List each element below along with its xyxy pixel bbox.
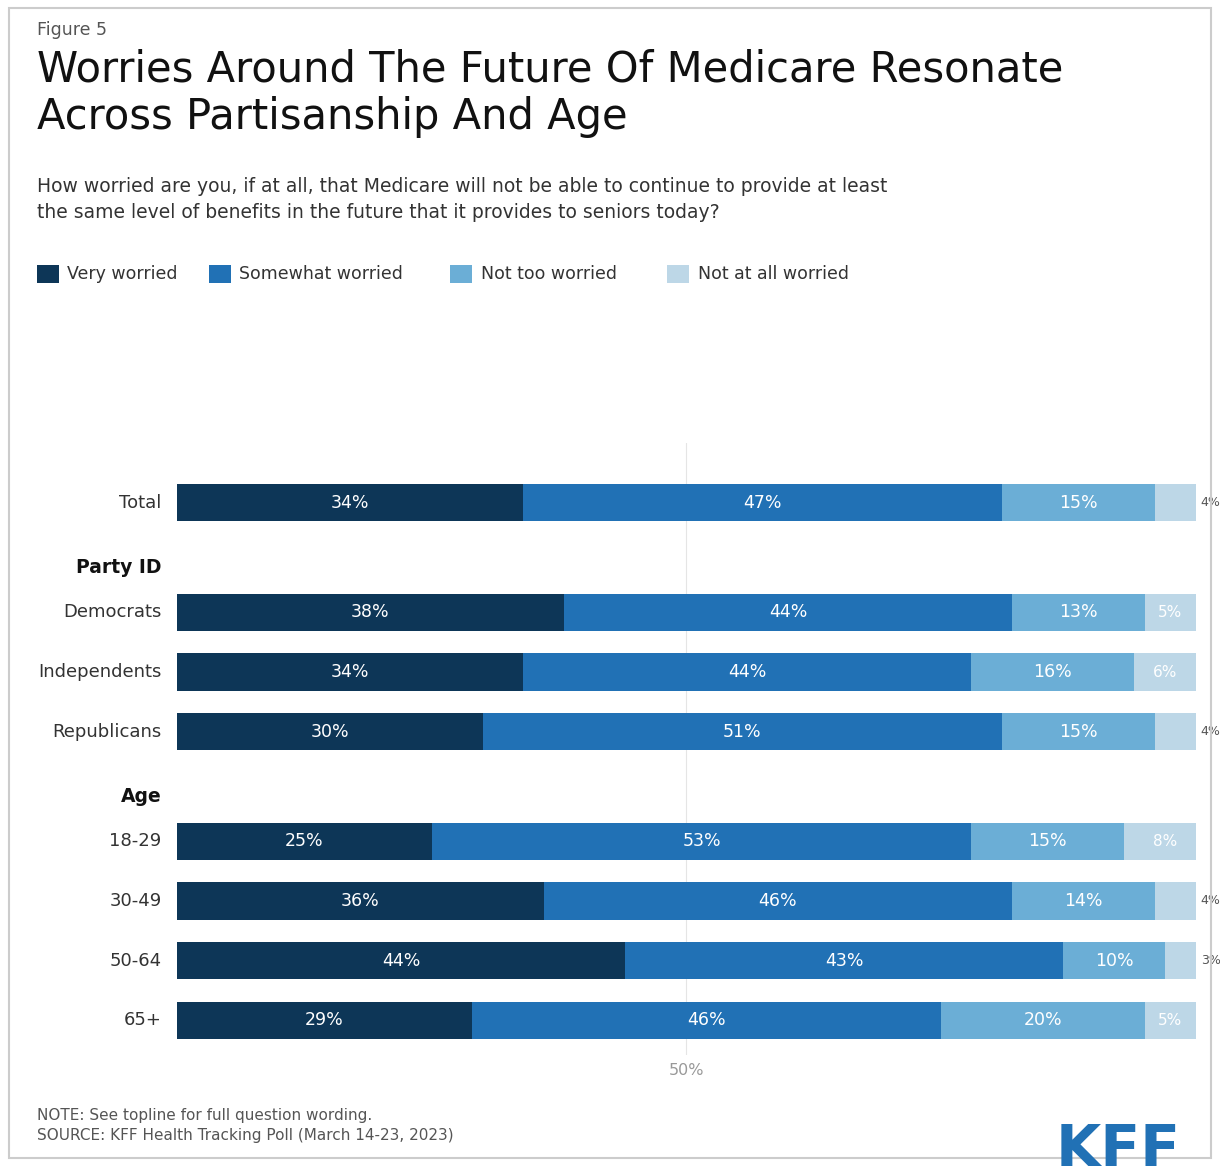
Text: 6%: 6% [1153,665,1177,680]
Bar [177,1002,472,1039]
Text: 34%: 34% [331,663,370,681]
Text: 44%: 44% [382,951,420,970]
Text: Somewhat worried: Somewhat worried [239,265,403,283]
Text: 8%: 8% [1153,834,1177,849]
Text: Total: Total [120,494,161,512]
Text: 15%: 15% [1059,494,1098,512]
Text: NOTE: See topline for full question wording.: NOTE: See topline for full question word… [37,1108,372,1123]
Bar [1144,1002,1196,1039]
Text: Not too worried: Not too worried [481,265,616,283]
Bar [1135,653,1196,690]
Bar [564,593,1013,631]
Text: KFF: KFF [1057,1122,1181,1166]
Text: 65+: 65+ [123,1011,161,1030]
Text: 50-64: 50-64 [110,951,161,970]
Bar [177,883,544,920]
Bar [971,653,1135,690]
Text: 38%: 38% [351,603,389,621]
Text: 44%: 44% [728,663,766,681]
Text: Republicans: Republicans [52,723,161,740]
Bar [1002,714,1155,751]
Text: Not at all worried: Not at all worried [698,265,849,283]
Text: 50%: 50% [669,1062,704,1077]
Text: 44%: 44% [769,603,808,621]
Bar [177,822,432,859]
Bar [177,942,625,979]
Text: 13%: 13% [1059,603,1098,621]
Text: 25%: 25% [285,833,323,850]
Text: 30%: 30% [310,723,349,740]
Text: 29%: 29% [305,1011,344,1030]
Text: 47%: 47% [743,494,782,512]
Text: 46%: 46% [687,1011,726,1030]
Bar [1063,942,1165,979]
Text: Party ID: Party ID [76,559,161,577]
Text: 36%: 36% [340,892,379,909]
Bar [177,653,523,690]
Bar [625,942,1063,979]
Bar [971,822,1125,859]
Text: 53%: 53% [682,833,721,850]
Text: Age: Age [121,787,161,806]
Text: 51%: 51% [723,723,761,740]
Text: How worried are you, if at all, that Medicare will not be able to continue to pr: How worried are you, if at all, that Med… [37,177,887,222]
Text: 4%: 4% [1200,497,1220,510]
Text: 4%: 4% [1200,725,1220,738]
Bar [177,714,482,751]
Bar [523,653,971,690]
Bar [482,714,1002,751]
Text: SOURCE: KFF Health Tracking Poll (March 14-23, 2023): SOURCE: KFF Health Tracking Poll (March … [37,1128,453,1143]
Text: 15%: 15% [1059,723,1098,740]
Text: Very worried: Very worried [67,265,178,283]
Bar [177,593,564,631]
Text: Democrats: Democrats [63,603,161,621]
Text: 10%: 10% [1094,951,1133,970]
Bar [523,484,1002,521]
Bar [1155,484,1196,521]
Text: 20%: 20% [1024,1011,1063,1030]
Text: 4%: 4% [1200,894,1220,907]
Text: 34%: 34% [331,494,370,512]
Text: 30-49: 30-49 [110,892,161,909]
Text: 15%: 15% [1028,833,1068,850]
Bar [544,883,1013,920]
Bar [472,1002,941,1039]
Text: 3%: 3% [1200,954,1220,967]
Text: 43%: 43% [825,951,864,970]
Bar [1155,714,1196,751]
Bar [1144,593,1196,631]
Text: 46%: 46% [759,892,797,909]
Text: 14%: 14% [1064,892,1103,909]
Bar [1013,593,1144,631]
Bar [1165,942,1196,979]
Text: 16%: 16% [1033,663,1072,681]
Bar [1155,883,1196,920]
Text: Worries Around The Future Of Medicare Resonate
Across Partisanship And Age: Worries Around The Future Of Medicare Re… [37,49,1063,138]
Text: 5%: 5% [1158,605,1182,620]
Bar [177,484,523,521]
Text: Figure 5: Figure 5 [37,21,106,38]
Bar [1002,484,1155,521]
Bar [941,1002,1144,1039]
Bar [1125,822,1205,859]
Text: 18-29: 18-29 [110,833,161,850]
Text: 5%: 5% [1158,1013,1182,1028]
Text: Independents: Independents [38,663,161,681]
Bar [432,822,971,859]
Bar [1013,883,1155,920]
